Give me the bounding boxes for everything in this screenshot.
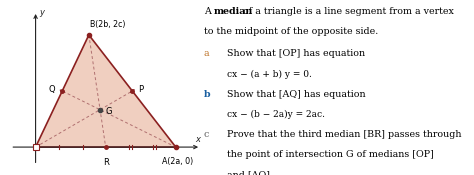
Text: G: G — [106, 107, 112, 116]
Polygon shape — [36, 35, 176, 147]
Text: B(2b, 2c): B(2b, 2c) — [90, 20, 126, 29]
Text: cx − (a + b) y = 0.: cx − (a + b) y = 0. — [227, 69, 312, 79]
Text: Prove that the third median [BR] passes through: Prove that the third median [BR] passes … — [227, 130, 461, 139]
Text: A(2a, 0): A(2a, 0) — [162, 157, 193, 166]
Text: Show that [AQ] has equation: Show that [AQ] has equation — [227, 90, 365, 99]
Text: cx − (b − 2a)y = 2ac.: cx − (b − 2a)y = 2ac. — [227, 110, 325, 119]
Text: the point of intersection G of medians [OP]: the point of intersection G of medians [… — [227, 150, 434, 159]
Text: of a triangle is a line segment from a vertex: of a triangle is a line segment from a v… — [240, 7, 454, 16]
Text: Show that [OP] has equation: Show that [OP] has equation — [227, 49, 365, 58]
Text: to the midpoint of the opposite side.: to the midpoint of the opposite side. — [204, 27, 378, 36]
Text: c: c — [204, 130, 209, 139]
Text: a: a — [204, 49, 210, 58]
Text: Q: Q — [49, 85, 55, 94]
Text: R: R — [103, 158, 109, 167]
Text: median: median — [214, 7, 253, 16]
Text: A: A — [204, 7, 214, 16]
Text: P: P — [138, 85, 143, 94]
Text: b: b — [204, 90, 210, 99]
Text: and [AQ].: and [AQ]. — [227, 170, 273, 175]
Text: $x$: $x$ — [195, 135, 202, 144]
Text: $y$: $y$ — [39, 8, 46, 19]
